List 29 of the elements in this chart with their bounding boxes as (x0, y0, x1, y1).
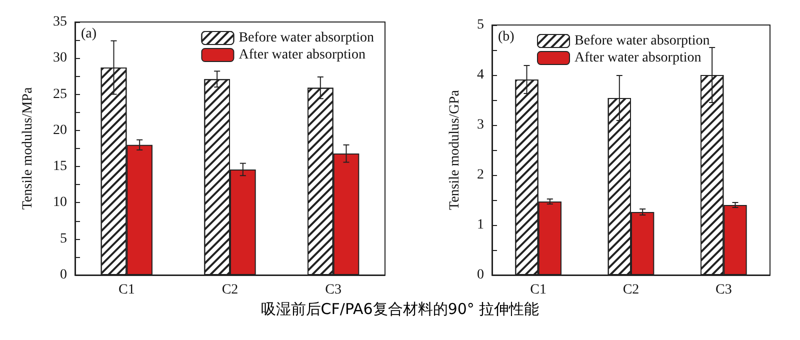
y-tick-label: 2 (477, 168, 484, 182)
x-tick-label: C2 (622, 282, 640, 298)
y-tick-label: 1 (477, 218, 484, 232)
y-tick-label: 15 (53, 159, 67, 174)
y-axis-title: Tensile modulus/MPa (20, 86, 36, 210)
legend-label: After water absorption (238, 48, 366, 62)
legend-label: Before water absorption (238, 30, 374, 46)
x-tick-label: C2 (222, 282, 238, 298)
x-tick-label: C1 (118, 282, 135, 298)
x-tick-label: C3 (325, 282, 342, 298)
y-tick-label: 5 (60, 231, 67, 246)
y-tick-label: 25 (53, 86, 67, 102)
y-axis-title: Tensile modulus/GPa (448, 89, 462, 210)
y-tick-label: 4 (477, 68, 484, 82)
y-tick-label: 20 (53, 122, 67, 138)
y-tick-label: 5 (477, 18, 484, 32)
y-tick-label: 0 (477, 268, 484, 282)
x-tick-label: C3 (715, 282, 732, 298)
y-tick-label: 35 (53, 14, 67, 30)
annotation: (b) (498, 30, 515, 44)
legend-label: After water absorption (574, 50, 702, 66)
annotation: (a) (81, 26, 97, 42)
text: 吸湿前后CF/PA6复合材料的90° 拉伸性能 (260, 300, 540, 319)
y-tick-label: 10 (53, 195, 67, 210)
y-tick-label: 0 (60, 268, 67, 282)
y-tick-label: 3 (477, 118, 484, 132)
y-tick-label: 30 (53, 50, 67, 66)
x-tick-label: C1 (530, 282, 547, 298)
legend-label: Before water absorption (574, 34, 710, 48)
